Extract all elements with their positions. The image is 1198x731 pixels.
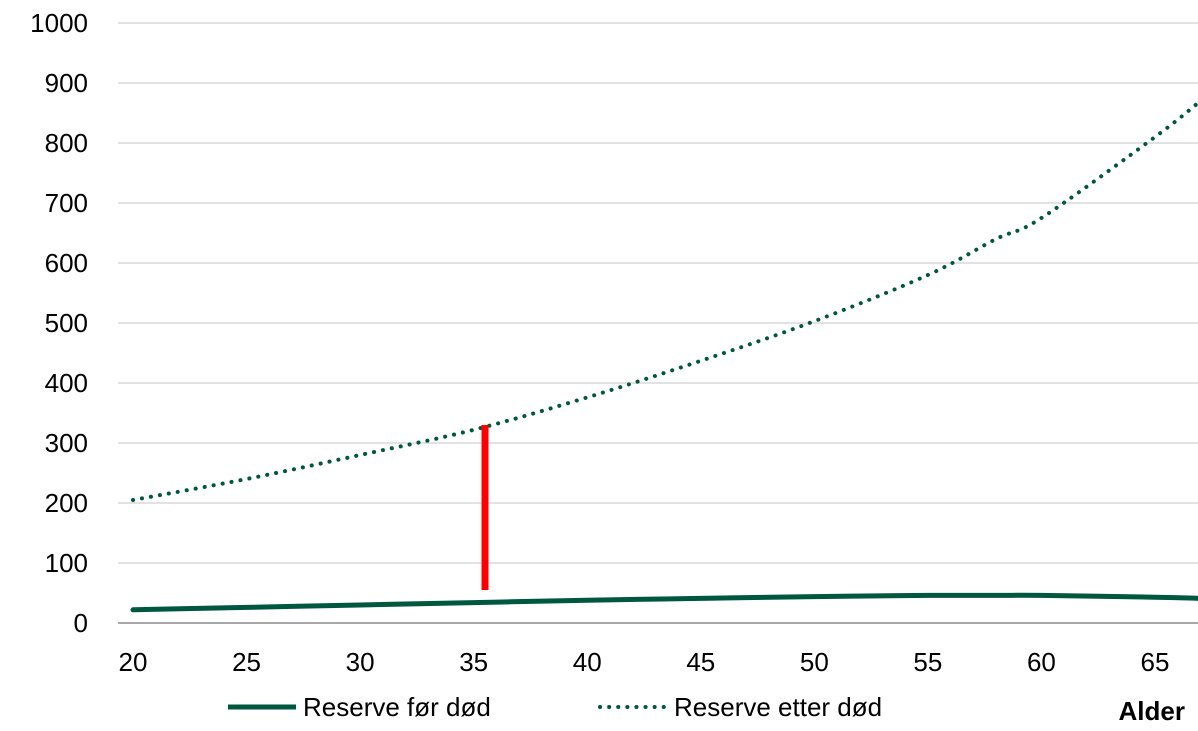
series-line-reserve-for-dod [130, 592, 1198, 613]
series-line-reserve-etter-dod [131, 100, 1198, 502]
y-tick-label: 600 [45, 248, 88, 278]
x-tick-label: 45 [686, 647, 715, 677]
series-lines [130, 100, 1198, 613]
x-tick-label: 50 [800, 647, 829, 677]
y-tick-label: 100 [45, 548, 88, 578]
legend: Reserve før død Reserve etter død [228, 692, 882, 722]
y-tick-label: 500 [45, 308, 88, 338]
y-tick-label: 800 [45, 128, 88, 158]
y-tick-label: 900 [45, 68, 88, 98]
y-tick-label: 200 [45, 488, 88, 518]
legend-label: Reserve før død [303, 692, 491, 722]
x-tick-label: 55 [913, 647, 942, 677]
legend-label: Reserve etter død [674, 692, 882, 722]
x-axis-label: Alder [1119, 696, 1185, 726]
x-tick-label: 25 [232, 647, 261, 677]
y-tick-label: 400 [45, 368, 88, 398]
x-tick-label: 35 [459, 647, 488, 677]
x-axis-ticks: 20 25 30 35 40 45 50 55 60 65 [119, 647, 1170, 677]
y-tick-label: 0 [74, 608, 88, 638]
y-tick-label: 700 [45, 188, 88, 218]
y-axis-ticks: 0 100 200 300 400 500 600 700 800 900 1000 [30, 8, 88, 638]
x-tick-label: 65 [1141, 647, 1170, 677]
y-tick-label: 300 [45, 428, 88, 458]
grid-lines [118, 22, 1198, 564]
y-tick-label: 1000 [30, 8, 88, 38]
x-tick-label: 30 [346, 647, 375, 677]
x-tick-label: 20 [119, 647, 148, 677]
x-tick-label: 60 [1027, 647, 1056, 677]
x-tick-label: 40 [573, 647, 602, 677]
